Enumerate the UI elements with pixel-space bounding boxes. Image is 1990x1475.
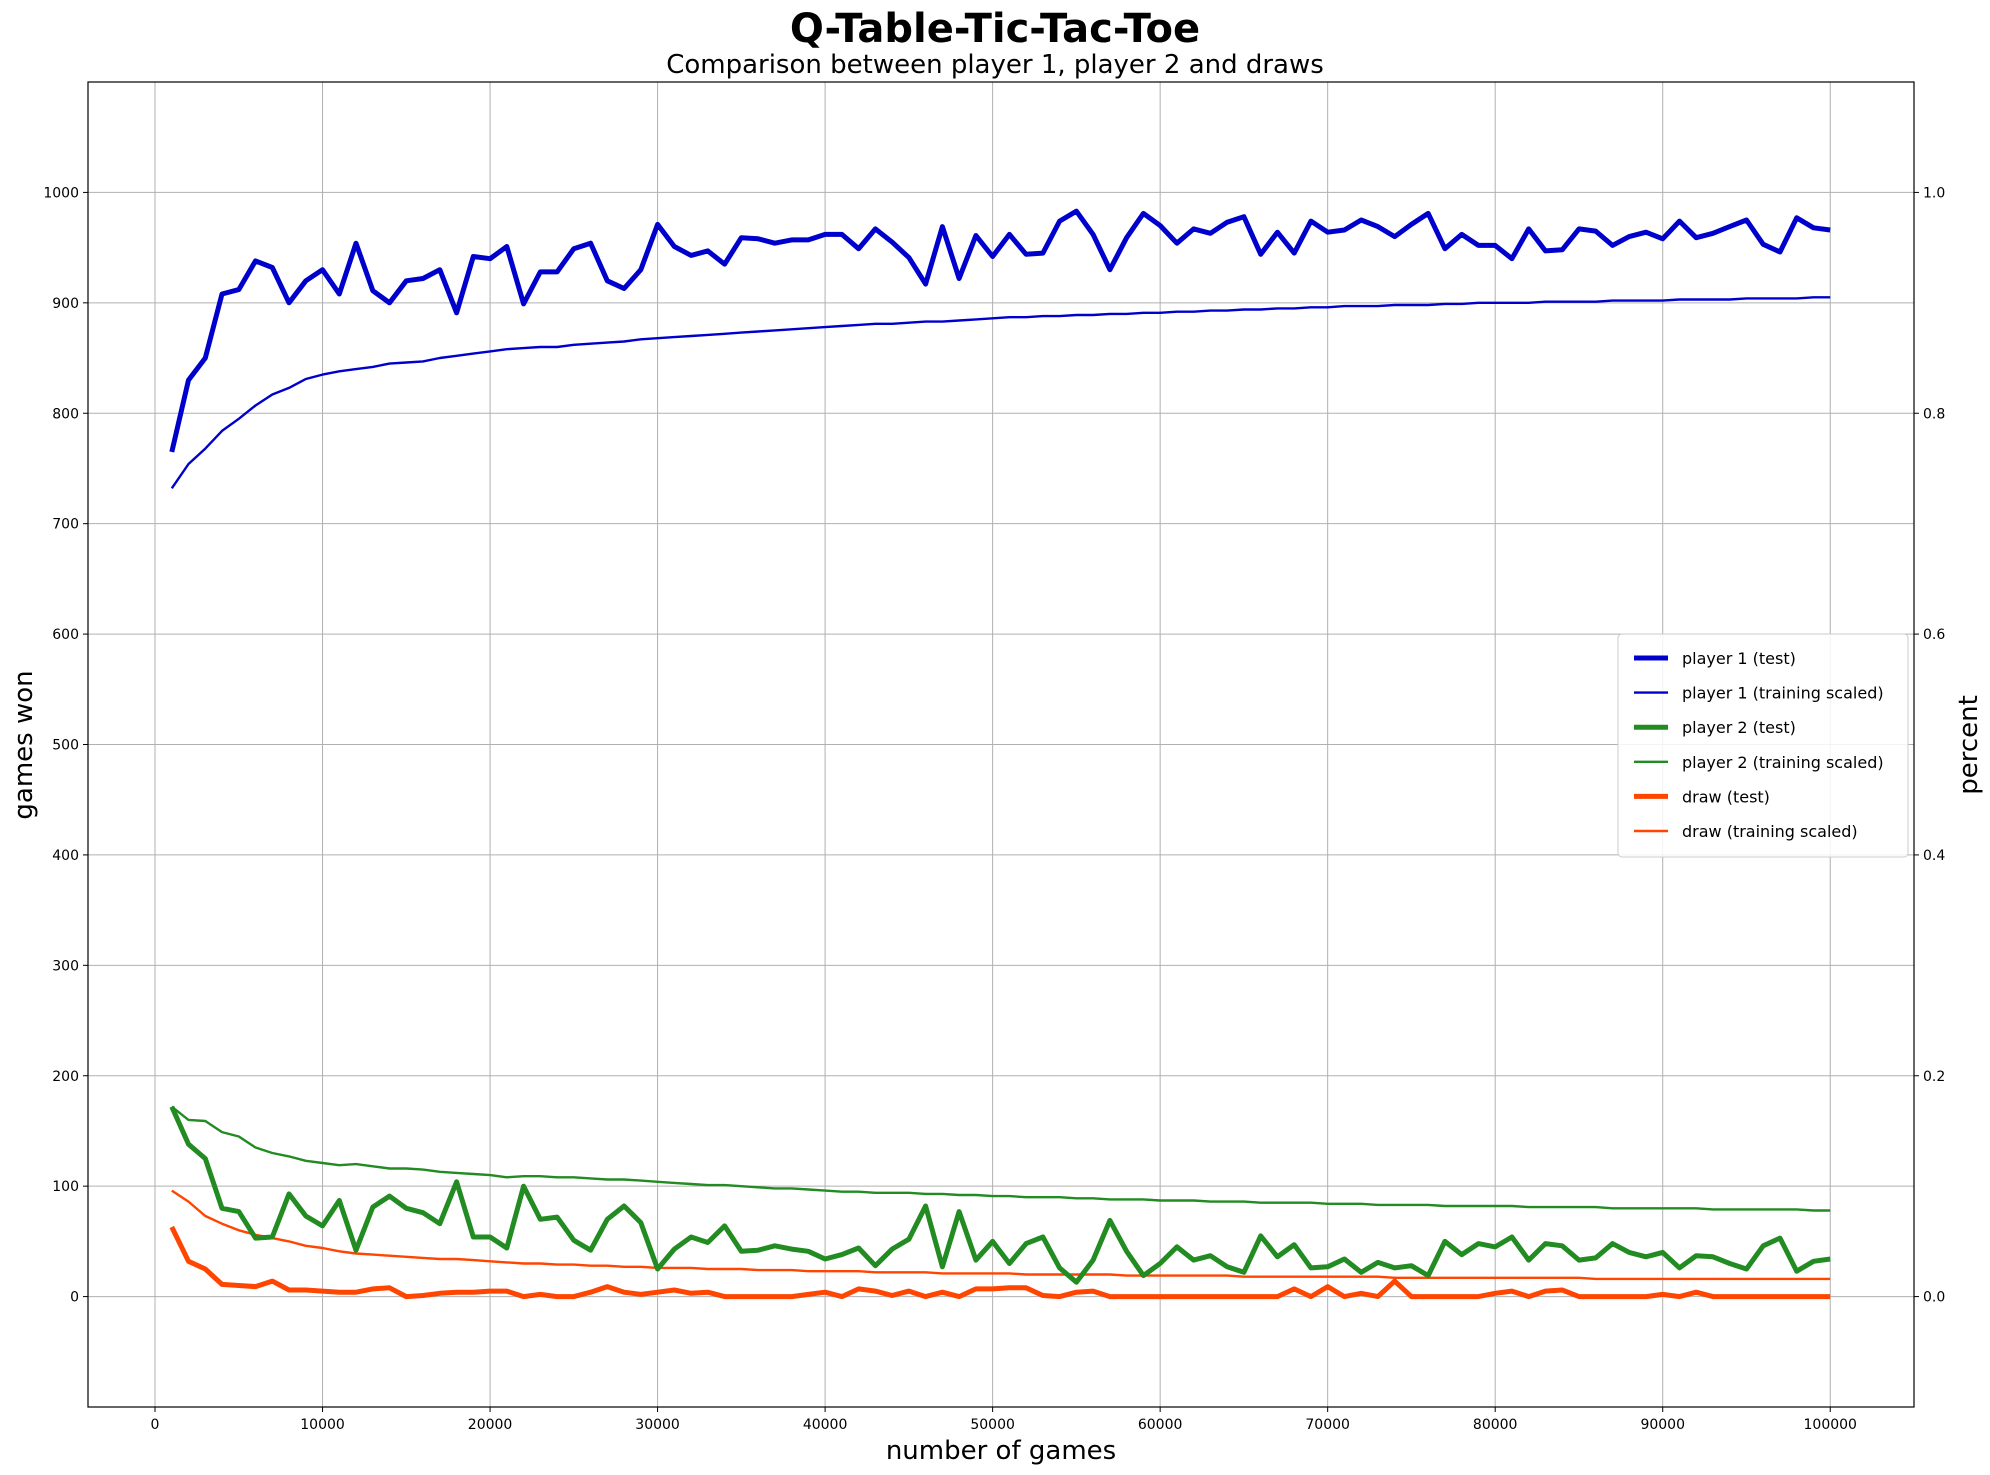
x-tick-label: 50000 [970, 1417, 1015, 1433]
y-tick-label: 300 [52, 958, 79, 974]
x-tick-label: 100000 [1804, 1417, 1857, 1433]
x-tick-label: 0 [151, 1417, 160, 1433]
legend-entry-label: player 1 (test) [1682, 649, 1796, 668]
x-tick-label: 70000 [1305, 1417, 1350, 1433]
legend-box [1617, 633, 1909, 858]
y-tick-label: 0 [70, 1290, 79, 1306]
y-tick-label: 500 [52, 738, 79, 754]
series-line-player-1-training-scaled [170, 296, 1831, 489]
y-right-tick-label: 1.0 [1923, 185, 1945, 201]
chart-subtitle: Comparison between player 1, player 2 an… [666, 50, 1324, 80]
series-line-player-2-training-scaled [171, 1105, 1831, 1212]
legend: player 1 (test) player 1 (training scaled… [1617, 633, 1909, 858]
y-tick-label: 400 [52, 848, 79, 864]
x-tick-label: 80000 [1473, 1417, 1518, 1433]
y-axis-label: games won [9, 670, 39, 819]
y-tick-label: 700 [52, 517, 79, 533]
y-axis-right-label: percent [1954, 695, 1984, 795]
x-axis-label: number of games [886, 1436, 1116, 1466]
axis-ticks: 0 10000 20000 30000 40000 50000 60000 70000 8000… [43, 185, 1945, 1433]
x-tick-label: 60000 [1138, 1417, 1183, 1433]
y-tick-label: 600 [52, 627, 79, 643]
y-right-tick-label: 0.2 [1923, 1069, 1945, 1085]
chart-title: Q-Table-Tic-Tac-Toe [790, 6, 1200, 52]
legend-entry-label: player 1 (training scaled) [1682, 684, 1884, 703]
series-line-player-1-test [169, 208, 1831, 453]
y-tick-label: 800 [52, 406, 79, 422]
x-tick-label: 30000 [635, 1417, 680, 1433]
x-tick-label: 40000 [803, 1417, 848, 1433]
y-right-tick-label: 0.0 [1923, 1290, 1945, 1306]
y-tick-label: 200 [52, 1069, 79, 1085]
grid [88, 82, 1914, 1407]
y-tick-label: 900 [52, 296, 79, 312]
legend-entry-label: player 2 (test) [1682, 718, 1796, 737]
legend-entry-label: player 2 (training scaled) [1682, 753, 1884, 772]
x-tick-label: 20000 [468, 1417, 513, 1433]
series-line-draw-training-scaled [171, 1189, 1831, 1281]
legend-entry-label: draw (test) [1682, 787, 1770, 806]
y-right-tick-label: 0.6 [1923, 627, 1945, 643]
y-tick-label: 1000 [43, 185, 79, 201]
y-right-tick-label: 0.4 [1923, 848, 1945, 864]
series-line-player-2-test [169, 1105, 1831, 1285]
y-right-tick-label: 0.8 [1923, 406, 1945, 422]
legend-entry-label: draw (training scaled) [1682, 822, 1858, 841]
plot-area [169, 208, 1831, 1300]
x-tick-label: 90000 [1640, 1417, 1685, 1433]
series-line-draw-test [169, 1225, 1831, 1300]
x-tick-label: 10000 [300, 1417, 345, 1433]
y-tick-label: 100 [52, 1179, 79, 1195]
